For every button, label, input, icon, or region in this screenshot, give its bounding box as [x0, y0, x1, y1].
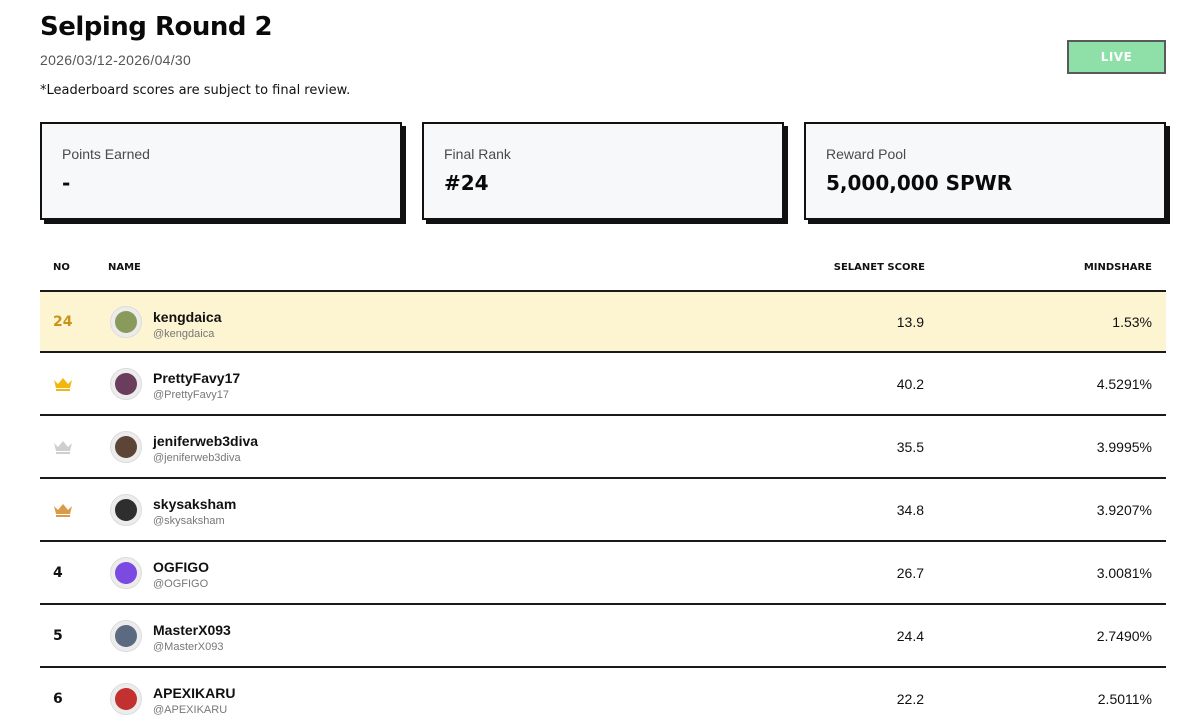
live-status-badge: LIVE — [1067, 40, 1166, 74]
selanet-score: 40.2 — [896, 375, 924, 392]
selanet-score: 34.8 — [896, 501, 924, 518]
current-user-row[interactable]: 24 kengdaica @kengdaica 13.9 1.53% — [40, 290, 1166, 353]
stat-value: 5,000,000 SPWR — [826, 171, 1013, 195]
silver-crown-icon — [53, 416, 73, 477]
final-rank-card: Final Rank #24 — [422, 122, 784, 220]
mindshare-value: 4.5291% — [1096, 375, 1152, 392]
user-name[interactable]: skysaksham — [153, 496, 237, 512]
reward-pool-card: Reward Pool 5,000,000 SPWR — [804, 122, 1166, 220]
leaderboard-header: NO NAME SELANET SCORE MINDSHARE — [40, 262, 1166, 278]
selanet-score: 22.2 — [896, 690, 924, 707]
column-header-score[interactable]: SELANET SCORE — [833, 262, 925, 273]
user-handle[interactable]: @jeniferweb3diva — [153, 452, 241, 464]
table-row[interactable]: PrettyFavy17 @PrettyFavy17 40.2 4.5291% — [40, 353, 1166, 416]
leaderboard-table: 24 kengdaica @kengdaica 13.9 1.53% PrettyFavy… — [40, 290, 1166, 721]
user-handle[interactable]: @kengdaica — [153, 328, 215, 340]
leaderboard-disclaimer: *Leaderboard scores are subject to final… — [40, 83, 351, 98]
column-header-mindshare[interactable]: MINDSHARE — [1083, 262, 1152, 273]
user-handle[interactable]: @skysaksham — [153, 515, 225, 527]
stat-label: Final Rank — [444, 146, 511, 162]
user-name[interactable]: jeniferweb3diva — [153, 433, 259, 449]
avatar[interactable] — [110, 430, 142, 463]
table-row[interactable]: jeniferweb3diva @jeniferweb3diva 35.5 3.999… — [40, 416, 1166, 479]
stat-label: Points Earned — [62, 146, 150, 162]
user-handle[interactable]: @APEXIKARU — [153, 704, 228, 716]
user-handle[interactable]: @OGFIGO — [153, 578, 209, 590]
mindshare-value: 2.7490% — [1096, 627, 1152, 644]
selanet-score: 24.4 — [896, 627, 924, 644]
user-name[interactable]: OGFIGO — [153, 559, 209, 575]
selanet-score: 13.9 — [896, 313, 924, 330]
stat-label: Reward Pool — [826, 146, 907, 162]
rank-number: 6 — [53, 690, 63, 707]
user-name[interactable]: PrettyFavy17 — [153, 370, 241, 386]
stat-value: - — [62, 171, 71, 195]
avatar[interactable] — [110, 556, 142, 589]
date-range: 2026/03/12-2026/04/30 — [40, 52, 192, 68]
table-row[interactable]: 5 MasterX093 @MasterX093 24.4 2.7490% — [40, 605, 1166, 668]
selanet-score: 26.7 — [896, 564, 924, 581]
user-handle[interactable]: @MasterX093 — [153, 641, 224, 653]
avatar[interactable] — [110, 493, 142, 526]
user-handle[interactable]: @PrettyFavy17 — [153, 389, 229, 401]
mindshare-value: 3.9995% — [1096, 438, 1152, 455]
avatar[interactable] — [110, 305, 142, 338]
rank-number: 5 — [53, 627, 63, 644]
gold-crown-icon — [53, 353, 73, 414]
table-row[interactable]: 6 APEXIKARU @APEXIKARU 22.2 2.5011% — [40, 668, 1166, 721]
mindshare-value: 3.9207% — [1096, 501, 1152, 518]
table-row[interactable]: 4 OGFIGO @OGFIGO 26.7 3.0081% — [40, 542, 1166, 605]
page-title: Selping Round 2 — [40, 12, 273, 42]
avatar[interactable] — [110, 619, 142, 652]
column-header-no: NO — [53, 262, 70, 273]
rank-number: 4 — [53, 564, 63, 581]
table-row[interactable]: skysaksham @skysaksham 34.8 3.9207% — [40, 479, 1166, 542]
stat-value: #24 — [444, 171, 489, 195]
mindshare-value: 2.5011% — [1097, 690, 1152, 707]
mindshare-value: 1.53% — [1112, 313, 1152, 330]
avatar[interactable] — [110, 367, 142, 400]
user-name[interactable]: APEXIKARU — [153, 685, 236, 701]
avatar[interactable] — [110, 682, 142, 715]
mindshare-value: 3.0081% — [1096, 564, 1152, 581]
points-earned-card: Points Earned - — [40, 122, 402, 220]
selanet-score: 35.5 — [896, 438, 924, 455]
rank-number: 24 — [53, 313, 73, 330]
user-name[interactable]: kengdaica — [153, 309, 222, 325]
column-header-name: NAME — [108, 262, 141, 273]
bronze-crown-icon — [53, 479, 73, 540]
user-name[interactable]: MasterX093 — [153, 622, 231, 638]
